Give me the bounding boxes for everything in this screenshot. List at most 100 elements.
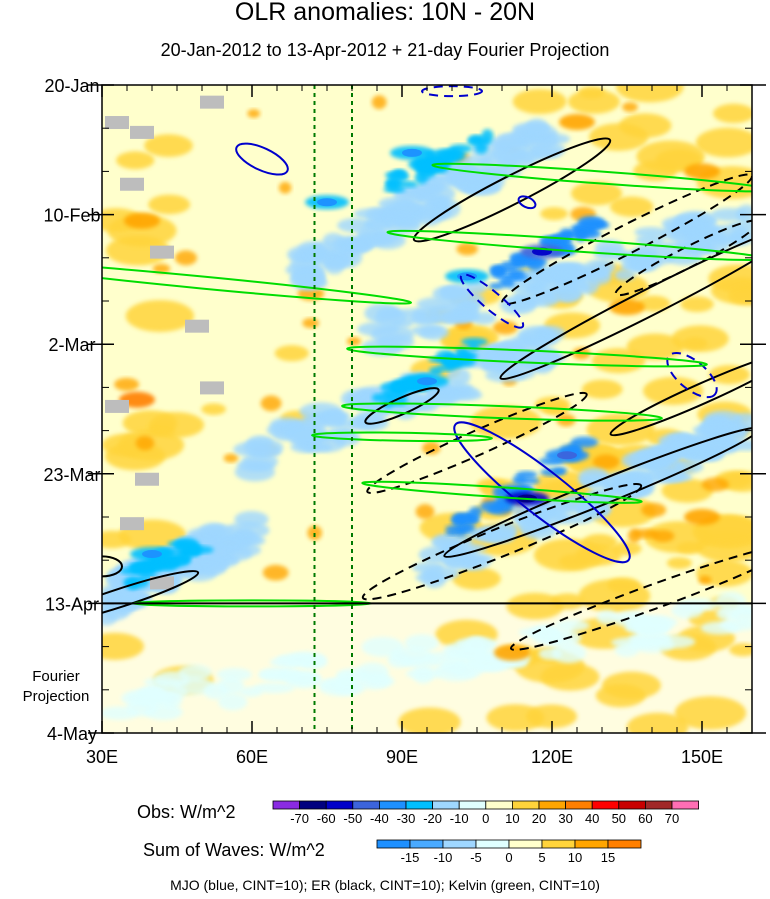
positive-anomaly-patch (643, 376, 704, 405)
obs-colorbar-swatch (352, 800, 380, 810)
negative-anomaly-patch (446, 367, 471, 387)
waves-colorbar-swatch (442, 839, 477, 849)
positive-extremum (684, 163, 720, 180)
strong-positive-patch (632, 528, 658, 539)
y-tick-label: 23-Mar (43, 465, 100, 485)
waves-colorbar-tick-label: 15 (601, 850, 615, 865)
obs-colorbar-swatch (618, 800, 646, 810)
mjo-contour (517, 195, 537, 210)
positive-anomaly-patch (695, 127, 752, 158)
obs-colorbar-tick-label: 60 (638, 811, 652, 826)
obs-colorbar-tick-label: 50 (612, 811, 626, 826)
obs-colorbar-swatch (591, 800, 620, 810)
negative-anomaly-patch (216, 667, 252, 681)
negative-extremum-core (417, 377, 437, 386)
obs-colorbar-swatch (272, 800, 301, 810)
positive-anomaly-patch (274, 345, 309, 362)
negative-core-patch (480, 500, 505, 513)
waves-colorbar-tick-label: -10 (434, 850, 453, 865)
positive-anomaly-patch (720, 471, 752, 492)
negative-anomaly-patch (218, 693, 248, 711)
negative-core-patch (553, 467, 567, 474)
negative-core-patch (520, 477, 540, 485)
negative-anomaly-patch (497, 150, 536, 170)
waves-colorbar-swatch (376, 839, 411, 849)
axes: 30E 60E 90E 120E 150E 20-Jan 10-Feb 2-Mar 23-Mar… (43, 76, 766, 767)
positive-anomaly-patch (470, 405, 542, 439)
negative-core-patch (469, 506, 483, 516)
kelvin-contour (341, 402, 663, 422)
strong-positive-patch (278, 181, 292, 194)
missing-data-box (135, 472, 159, 486)
negative-anomaly-patch (716, 606, 740, 621)
obs-colorbar-swatch (565, 800, 593, 810)
kelvin-contour (346, 345, 708, 368)
x-tick-label: 60E (236, 747, 268, 767)
obs-colorbar-tick-label: -50 (343, 811, 362, 826)
negative-anomaly-patch (178, 664, 212, 681)
missing-data-box (185, 319, 209, 333)
er-contour (102, 570, 200, 625)
strong-positive-patch (456, 242, 479, 256)
positive-extremum (559, 114, 595, 131)
waves-colorbar-label: Sum of Waves: W/m^2 (143, 840, 325, 860)
negative-anomaly-patch (421, 569, 447, 589)
positive-anomaly-patch (636, 140, 705, 173)
positive-anomaly-patch (637, 295, 671, 312)
negative-anomaly-patch (538, 647, 563, 660)
negative-anomaly-patch (434, 661, 478, 682)
negative-anomaly-patch (735, 604, 752, 615)
negative-anomaly-patch (405, 667, 443, 680)
negative-anomaly-patch (470, 529, 503, 542)
obs-colorbar-tick-label: -10 (450, 811, 469, 826)
negative-anomaly-patch (671, 602, 704, 619)
obs-colorbar-label: Obs: W/m^2 (137, 802, 236, 822)
strong-positive-patch (262, 564, 289, 581)
negative-anomaly-patch (237, 459, 274, 472)
negative-anomaly-patch (426, 388, 455, 405)
strong-positive-patch (247, 109, 261, 118)
negative-core-patch (433, 148, 461, 157)
obs-colorbar-tick-label: -60 (317, 811, 336, 826)
x-tick-label: 150E (681, 747, 723, 767)
negative-anomaly-patch (303, 442, 332, 453)
y-tick-label: 4-May (47, 724, 97, 744)
positive-anomaly-patch (125, 300, 195, 332)
negative-anomaly-patch (355, 410, 383, 428)
negative-anomaly-patch (431, 532, 473, 551)
positive-anomaly-patch (708, 365, 750, 385)
positive-anomaly-patch (589, 123, 649, 151)
strong-positive-patch (114, 377, 140, 391)
y-tick-label: 13-Apr (45, 594, 99, 614)
kelvin-contour (361, 480, 643, 504)
missing-data-box (120, 177, 144, 191)
negative-core-patch (500, 260, 521, 268)
waves-colorbar-swatch (541, 839, 576, 849)
missing-data-boxes (105, 95, 224, 590)
obs-colorbar-swatch (432, 800, 460, 810)
x-tick-label: 90E (386, 747, 418, 767)
negative-core-patch (570, 436, 599, 448)
kelvin-contour (431, 162, 752, 193)
negative-anomaly-patch (144, 677, 180, 688)
kelvin-contour (311, 431, 493, 443)
obs-colorbar-tick-label: -40 (370, 811, 389, 826)
projection-label: Fourier Projection (22, 668, 90, 705)
negative-anomaly-patch (335, 672, 358, 691)
y-tick-label: 10-Feb (43, 206, 100, 226)
positive-anomaly-patch (728, 284, 752, 306)
obs-colorbar-tick-label: -30 (397, 811, 416, 826)
negative-anomaly-patch (288, 651, 327, 668)
olr-anomaly-field (102, 85, 752, 733)
negative-anomaly-patch (694, 223, 721, 239)
positive-anomaly-patch (116, 151, 155, 170)
negative-anomaly-patch (243, 438, 284, 457)
positive-anomaly-patch (148, 194, 191, 215)
er-contour (509, 543, 752, 651)
negative-anomaly-patch (710, 208, 749, 222)
negative-anomaly-patch (635, 234, 665, 246)
negative-core-patch (443, 355, 460, 368)
negative-anomaly-patch (525, 118, 549, 136)
strong-positive-patch (622, 102, 638, 112)
obs-colorbar-swatch (325, 800, 354, 810)
